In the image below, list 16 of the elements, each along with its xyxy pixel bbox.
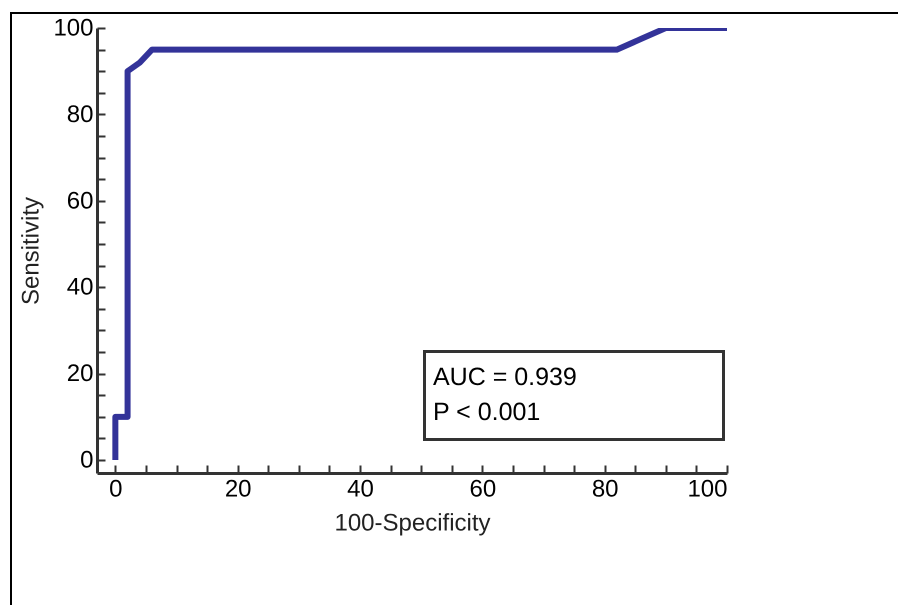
- x-tick-label: 60: [469, 476, 496, 502]
- y-tick-label: 20: [66, 360, 94, 388]
- annotation: P < 0.001: [433, 398, 540, 426]
- x-tick-label: 40: [347, 476, 374, 502]
- x-tick-label: 20: [224, 476, 252, 502]
- annotation: AUC = 0.939: [433, 363, 577, 391]
- x-tick-label: 80: [592, 476, 619, 502]
- y-tick-label: 0: [80, 446, 94, 474]
- y-tick-label: 80: [66, 100, 94, 128]
- x-tick-label: 0: [109, 476, 123, 502]
- y-axis-title: Sensitivity: [17, 196, 44, 306]
- x-axis-title: 100-Specificity: [334, 510, 491, 536]
- x-tick-label: 100: [687, 476, 728, 502]
- y-tick-label: 40: [66, 274, 94, 301]
- y-tick-label: 100: [53, 14, 94, 42]
- y-tick-label: 60: [66, 187, 94, 214]
